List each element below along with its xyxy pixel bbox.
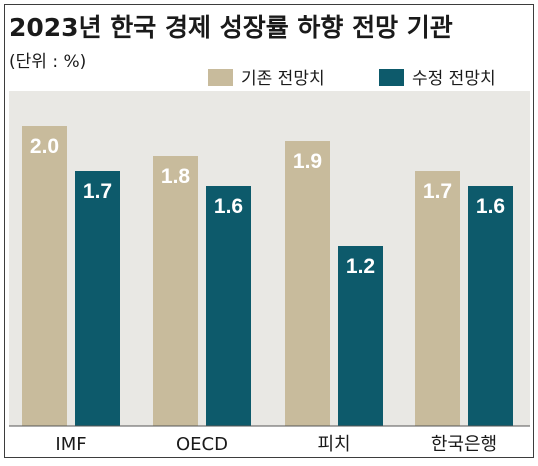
legend: 기존 전망치 수정 전망치 [208, 69, 496, 89]
legend-swatch-existing-forecast [208, 69, 233, 86]
value-label-existing-forecast-1: 2.0 [30, 135, 59, 158]
legend-label-revised-forecast: 수정 전망치 [412, 69, 496, 89]
bar-revised-forecast-2 [206, 186, 251, 426]
value-label-existing-forecast-3: 1.9 [293, 150, 322, 173]
bar-revised-forecast-4 [468, 186, 513, 426]
value-label-revised-forecast-2: 1.6 [214, 195, 243, 218]
category-label-2: OECD [176, 434, 228, 455]
value-label-existing-forecast-4: 1.7 [423, 180, 452, 203]
category-label-1: IMF [55, 434, 86, 455]
value-label-revised-forecast-4: 1.6 [476, 195, 505, 218]
bars-layer [22, 126, 513, 426]
value-labels-layer: 2.0 1.7 1.8 1.6 1.9 1.2 1.7 1.6 [30, 135, 505, 278]
value-label-revised-forecast-3: 1.2 [346, 255, 375, 278]
category-label-3: 피치 [317, 434, 350, 455]
bar-existing-forecast-4 [415, 171, 460, 426]
bar-existing-forecast-1 [22, 126, 67, 426]
category-labels-layer: IMF OECD 피치 한국은행 [55, 434, 497, 455]
bar-revised-forecast-1 [75, 171, 120, 426]
value-label-revised-forecast-1: 1.7 [83, 180, 112, 203]
bar-existing-forecast-2 [153, 156, 198, 426]
chart-title: 2023년 한국 경제 성장률 하향 전망 기관 [9, 13, 453, 42]
bar-revised-forecast-3 [338, 246, 383, 426]
unit-label: (단위 : %) [9, 52, 86, 72]
legend-label-existing-forecast: 기존 전망치 [241, 69, 325, 89]
bar-existing-forecast-3 [285, 141, 330, 426]
category-label-4: 한국은행 [431, 434, 497, 455]
legend-swatch-revised-forecast [379, 69, 404, 86]
chart-container: 2023년 한국 경제 성장률 하향 전망 기관 (단위 : %) 2.0 1.7… [4, 4, 534, 458]
chart-svg: 2023년 한국 경제 성장률 하향 전망 기관 (단위 : %) 2.0 1.7… [9, 13, 530, 455]
value-label-existing-forecast-2: 1.8 [161, 165, 191, 188]
